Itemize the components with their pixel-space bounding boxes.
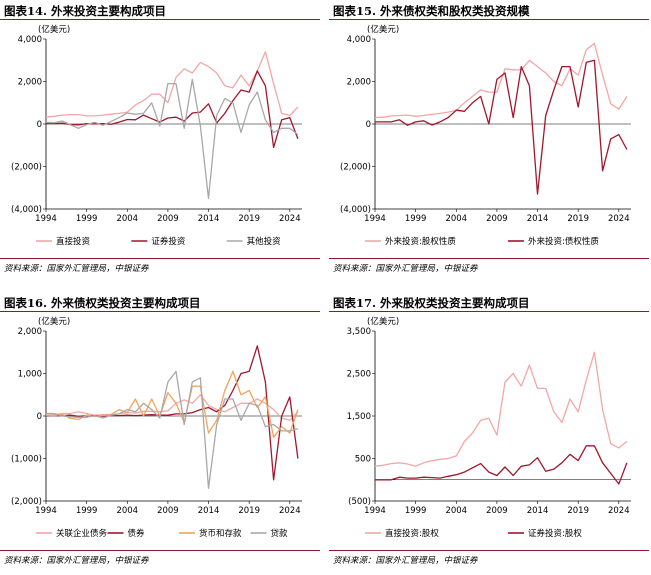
x-tick-label: 1994: [35, 214, 57, 224]
y-tick-label: 1,500: [347, 412, 371, 422]
x-tick-label: 1999: [76, 506, 98, 516]
legend-label: 贷款: [271, 528, 289, 539]
chart-panel-17: 图表17. 外来股权类投资主要构成项目 (亿美元) (500) 500 1,500 2,…: [329, 292, 649, 572]
chart-svg: (亿美元) (4,000) (2,000) 0 2,000 4,000 1994 1999 20…: [340, 24, 631, 247]
x-tick-label: 2024: [608, 214, 630, 224]
series-line: [45, 370, 299, 438]
title-divider: [0, 311, 320, 312]
x-tick-label: 2024: [279, 506, 301, 516]
x-tick-label: 1999: [76, 214, 98, 224]
x-tick-label: 2014: [198, 506, 220, 516]
source-note: 资料来源：国家外汇管理局，中银证券: [333, 264, 478, 274]
legend-label: 外来投资:股权性质: [385, 236, 456, 247]
y-tick-label: (500): [348, 497, 371, 507]
series-line: [375, 445, 628, 485]
legend-label: 货币和存款: [199, 528, 242, 539]
x-tick-label: 1994: [35, 506, 57, 516]
y-tick-label: 3,500: [347, 327, 371, 337]
y-tick-label: (2,000): [340, 163, 371, 173]
source-divider: [329, 258, 649, 259]
x-tick-label: 2024: [608, 506, 630, 516]
series-line: [374, 42, 628, 119]
series-line: [46, 370, 299, 489]
title-divider: [329, 19, 649, 20]
x-tick-label: 2019: [567, 506, 589, 516]
x-tick-label: 1999: [405, 214, 427, 224]
chart-title: 图表15. 外来债权类和股权类投资规模: [333, 4, 530, 18]
x-tick-label: 2014: [527, 506, 549, 516]
source-note: 资料来源：国家外汇管理局，中银证券: [4, 556, 149, 566]
legend-label: 外来投资:债权性质: [528, 236, 599, 247]
chart-svg: (亿美元) (500) 500 1,500 2,500 3,500 1994 1999 2004…: [347, 316, 631, 539]
y-tick-label: 0: [37, 120, 42, 130]
y-tick-label: 4,000: [18, 35, 42, 45]
x-tick-label: 2019: [238, 214, 260, 224]
y-tick-label: 0: [37, 412, 42, 422]
title-divider: [0, 19, 320, 20]
x-tick-label: 1994: [364, 506, 386, 516]
source-divider: [0, 550, 320, 551]
legend-label: 其他投资: [247, 236, 282, 247]
y-axis-label: (亿美元): [367, 316, 399, 327]
series-line: [45, 78, 299, 200]
legend-label: 证券投资:股权: [528, 528, 582, 539]
x-tick-label: 2014: [527, 214, 549, 224]
legend-label: 关联企业债务: [56, 528, 108, 539]
x-tick-label: 2009: [486, 506, 508, 516]
y-tick-label: 2,500: [347, 370, 371, 380]
chart-title: 图表16. 外来债权类投资主要构成项目: [4, 296, 201, 310]
y-axis-label: (亿美元): [367, 24, 399, 35]
y-tick-label: (4,000): [340, 205, 371, 215]
title-divider: [329, 311, 649, 312]
series-line: [374, 351, 628, 467]
legend-label: 直接投资: [56, 236, 91, 247]
y-axis-label: (亿美元): [38, 24, 70, 35]
x-tick-label: 2004: [445, 506, 467, 516]
x-tick-label: 2004: [116, 506, 138, 516]
x-tick-label: 2004: [445, 214, 467, 224]
x-tick-label: 2009: [157, 506, 179, 516]
chart-title: 图表17. 外来股权类投资主要构成项目: [333, 296, 530, 310]
y-tick-label: (1,000): [11, 455, 42, 465]
y-tick-label: 2,000: [18, 327, 42, 337]
y-tick-label: 500: [355, 455, 371, 465]
x-tick-label: 2009: [486, 214, 508, 224]
y-tick-label: 4,000: [347, 35, 371, 45]
series-line: [45, 51, 299, 118]
series-line: [45, 70, 299, 149]
legend-label: 证券投资: [151, 236, 186, 247]
y-tick-label: 1,000: [18, 370, 42, 380]
chart-panel-14: 图表14. 外来投资主要构成项目 (亿美元) (4,000) (2,000) 0 2,0…: [0, 0, 320, 280]
chart-panel-16: 图表16. 外来债权类投资主要构成项目 (亿美元) (2,000) (1,000) 0…: [0, 292, 320, 572]
x-tick-label: 1994: [364, 214, 386, 224]
x-tick-label: 2019: [567, 214, 589, 224]
y-tick-label: (2,000): [11, 163, 42, 173]
series-line: [45, 394, 299, 421]
x-tick-label: 2019: [238, 506, 260, 516]
chart-panel-15: 图表15. 外来债权类和股权类投资规模 (亿美元) (4,000) (2,000) 0…: [329, 0, 649, 280]
legend-label: 债券: [128, 528, 146, 539]
source-note: 资料来源：国家外汇管理局，中银证券: [4, 264, 149, 274]
chart-svg: (亿美元) (4,000) (2,000) 0 2,000 4,000 1994 1999 20…: [11, 24, 302, 247]
x-tick-label: 2004: [116, 214, 138, 224]
x-tick-label: 2009: [157, 214, 179, 224]
x-tick-label: 1999: [405, 506, 427, 516]
chart-svg: (亿美元) (2,000) (1,000) 0 1,000 2,000 1994 1999 20…: [11, 316, 302, 539]
y-tick-label: 0: [366, 120, 371, 130]
chart-title: 图表14. 外来投资主要构成项目: [4, 4, 167, 18]
source-note: 资料来源：国家外汇管理局，中银证券: [333, 556, 478, 566]
y-tick-label: (4,000): [11, 205, 42, 215]
y-tick-label: (2,000): [11, 497, 42, 507]
series-line: [375, 59, 628, 195]
source-divider: [329, 550, 649, 551]
source-divider: [0, 258, 320, 259]
x-tick-label: 2024: [279, 214, 301, 224]
legend-label: 直接投资:股权: [385, 528, 439, 539]
x-tick-label: 2014: [198, 214, 220, 224]
y-tick-label: 2,000: [18, 78, 42, 88]
y-tick-label: 2,000: [347, 78, 371, 88]
y-axis-label: (亿美元): [38, 316, 70, 327]
